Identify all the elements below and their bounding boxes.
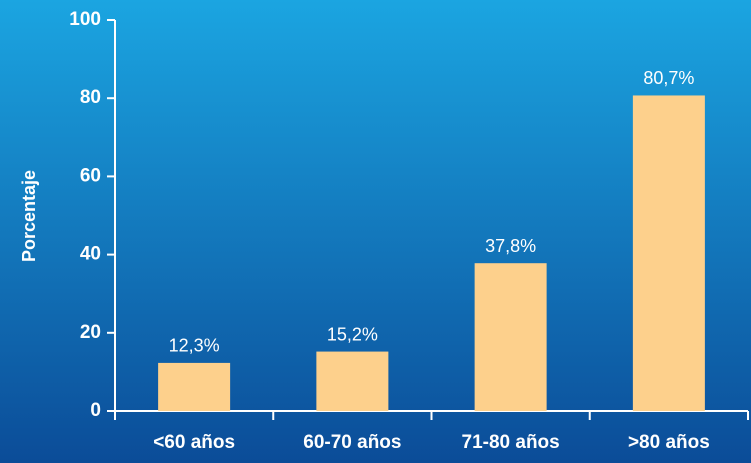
x-tick-label: 71-80 años xyxy=(462,432,560,453)
bar xyxy=(474,263,547,411)
y-tick-label: 40 xyxy=(80,244,101,265)
y-axis-label: Porcentaje xyxy=(19,170,39,262)
value-label: 12,3% xyxy=(169,336,220,356)
y-tick-label: 60 xyxy=(80,165,101,186)
y-tick-label: 100 xyxy=(69,9,101,30)
y-tick-label: 20 xyxy=(80,322,101,343)
value-label: 80,7% xyxy=(643,68,694,88)
bar xyxy=(158,362,231,411)
y-tick-label: 0 xyxy=(90,400,101,421)
bar xyxy=(316,351,389,411)
x-tick-label: >80 años xyxy=(628,432,710,453)
value-label: 37,8% xyxy=(485,236,536,256)
x-tick-label: <60 años xyxy=(153,432,235,453)
y-tick-label: 80 xyxy=(80,87,101,108)
bar xyxy=(632,95,705,411)
value-label: 15,2% xyxy=(327,324,378,344)
x-tick-label: 60-70 años xyxy=(303,432,401,453)
